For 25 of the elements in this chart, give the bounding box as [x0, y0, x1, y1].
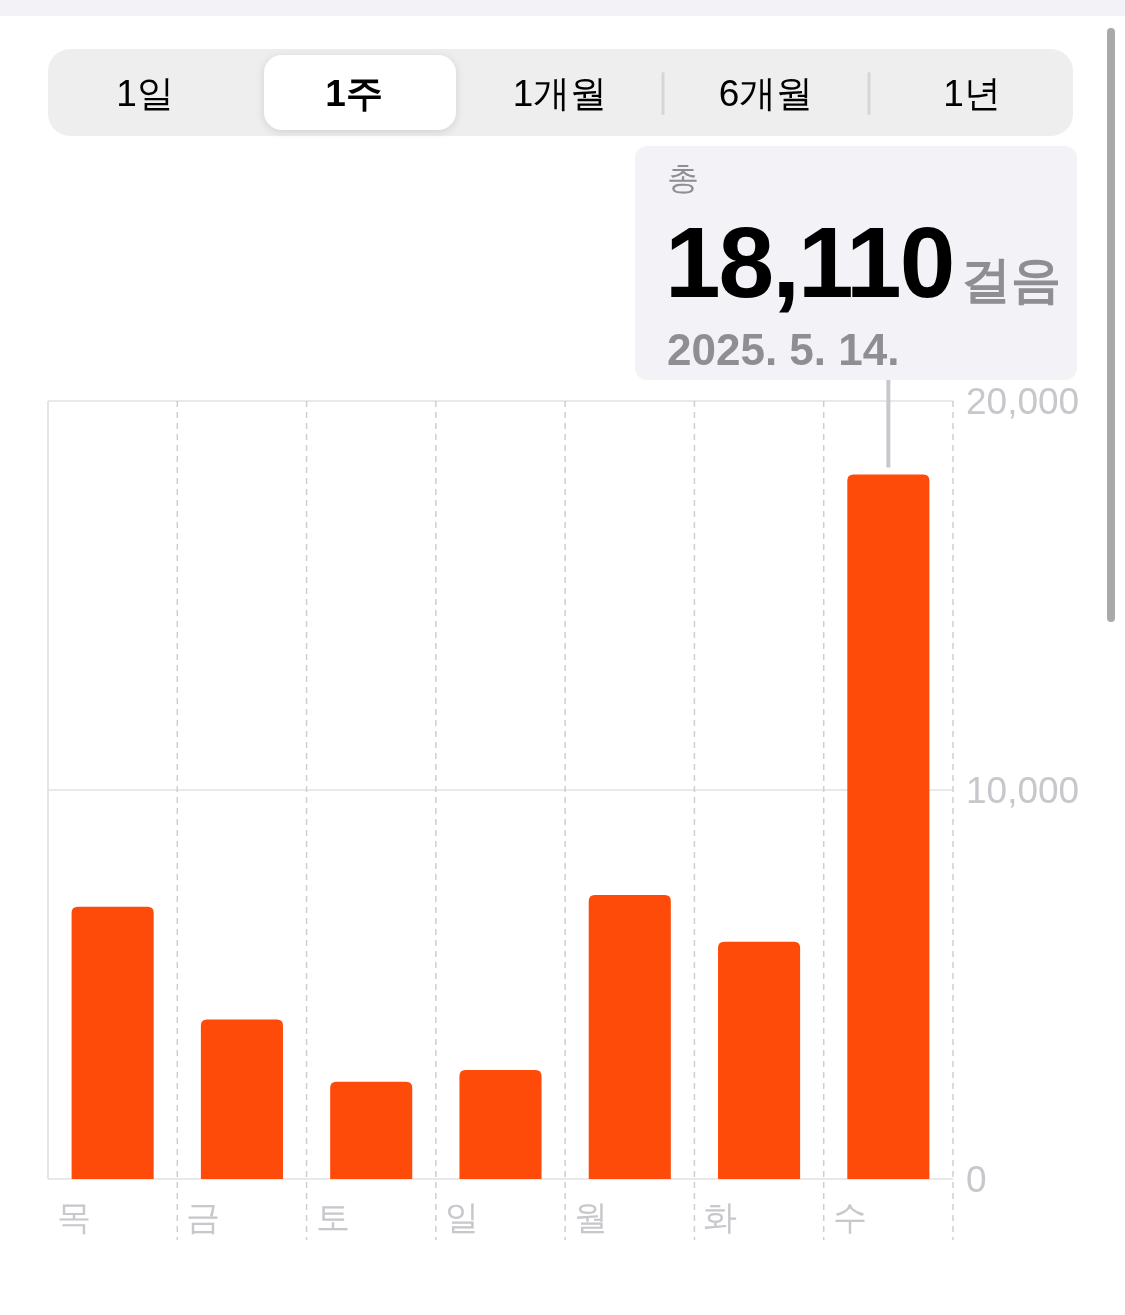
x-tick-label: 금 [186, 1198, 221, 1236]
x-tick-label: 화 [703, 1198, 738, 1236]
y-tick-label: 20,000 [966, 380, 1080, 422]
x-tick-label: 목 [57, 1198, 91, 1236]
bar [71, 906, 154, 1179]
x-tick-label: 토 [315, 1198, 350, 1236]
x-tick-label: 일 [444, 1198, 479, 1236]
text: 6개월 [718, 72, 814, 114]
annotation: 18,110걸음 [665, 206, 1062, 318]
y-tick-label: 10,000 [966, 769, 1080, 811]
x-tick-label: 월 [574, 1198, 609, 1236]
text: 1년 [943, 72, 1001, 114]
text: 2025. 5. 14. [667, 325, 900, 374]
bar [200, 1019, 283, 1179]
text: 총 [667, 160, 699, 196]
bar [718, 941, 801, 1179]
x-tick-label: 수 [832, 1198, 867, 1236]
bar [588, 895, 671, 1179]
text: 1개월 [512, 72, 608, 114]
bar [330, 1081, 413, 1179]
bar [847, 474, 930, 1179]
text: 1일 [116, 72, 174, 114]
text: 1주 [325, 72, 383, 114]
y-tick-label: 0 [966, 1158, 987, 1200]
bar [459, 1070, 542, 1179]
